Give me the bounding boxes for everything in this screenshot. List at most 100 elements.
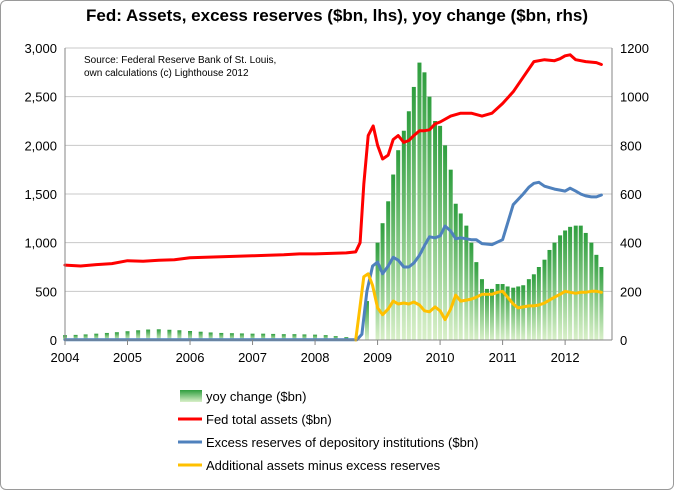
yoy-bar <box>433 121 438 340</box>
yoy-bar <box>302 334 307 340</box>
yoy-bar <box>406 111 411 341</box>
y-tick-left: 2,000 <box>24 138 57 153</box>
yoy-bar <box>281 334 286 340</box>
yoy-bar <box>375 242 380 340</box>
yoy-bar <box>547 249 552 340</box>
fed-total-assets-bn-line <box>63 53 603 268</box>
yoy-bar <box>594 254 599 340</box>
yoy-bar <box>474 262 479 340</box>
yoy-bar <box>104 332 109 340</box>
yoy-bar <box>146 329 151 340</box>
yoy-bar <box>261 333 266 340</box>
source-line-1: Source: Federal Reserve Bank of St. Loui… <box>84 55 277 66</box>
yoy-bar <box>458 213 463 340</box>
x-tick-label: 2012 <box>551 350 580 365</box>
y-tick-right: 600 <box>620 187 642 202</box>
yoy-bar <box>500 284 505 340</box>
legend-label: Fed total assets ($bn) <box>206 412 332 427</box>
x-tick-label: 2010 <box>426 350 455 365</box>
yoy-bar <box>599 267 604 340</box>
y-tick-left: 500 <box>35 284 57 299</box>
x-tick-label: 2004 <box>51 350 80 365</box>
y-tick-right: 1000 <box>620 90 649 105</box>
bar-series <box>63 62 604 341</box>
legend-label: Excess reserves of depository institutio… <box>206 435 478 450</box>
yoy-bar <box>83 334 88 340</box>
y-tick-right: 0 <box>620 333 627 348</box>
x-tick-label: 2009 <box>363 350 392 365</box>
yoy-bar <box>313 334 318 340</box>
yoy-bar <box>401 130 406 340</box>
yoy-bar <box>411 86 416 340</box>
y-tick-left: 1,500 <box>24 187 57 202</box>
additional-assets-minus-excess-reserves-line <box>354 272 603 342</box>
yoy-bar <box>125 331 130 340</box>
yoy-bar <box>364 301 369 340</box>
yoy-bar <box>188 330 193 340</box>
axes: 0 500 1,000 1,500 2,000 2,500 3,000 0 200 400 600 8… <box>24 41 648 365</box>
yoy-bar <box>443 145 448 340</box>
legend-label: Additional assets minus excess reserves <box>206 458 441 473</box>
yoy-bar <box>380 223 385 340</box>
y-tick-right: 1200 <box>620 41 649 56</box>
yoy-bar <box>422 72 427 340</box>
yoy-bar <box>177 330 182 340</box>
yoy-bar <box>386 201 391 340</box>
yoy-bar <box>156 329 161 340</box>
yoy-bar <box>511 287 516 340</box>
y-tick-right: 800 <box>620 138 642 153</box>
yoy-bar <box>516 286 521 340</box>
x-tick-label: 2007 <box>238 350 267 365</box>
yoy-bar <box>505 286 510 340</box>
yoy-bar <box>552 242 557 340</box>
yoy-bar <box>489 288 494 340</box>
yoy-bar <box>114 332 119 340</box>
yoy-bar <box>563 230 568 340</box>
yoy-bar <box>526 279 531 340</box>
yoy-bar <box>271 333 276 340</box>
yoy-bar <box>396 150 401 340</box>
yoy-bar <box>568 226 573 340</box>
yoy-bar <box>292 334 297 340</box>
source-note: Source: Federal Reserve Bank of St. Loui… <box>84 54 276 80</box>
yoy-bar <box>479 279 484 340</box>
yoy-bar <box>198 331 203 340</box>
source-line-2: own calculations (c) Lighthouse 2012 <box>84 68 249 79</box>
y-tick-left: 1,000 <box>24 236 57 251</box>
x-tick-label: 2008 <box>301 350 330 365</box>
y-tick-right: 200 <box>620 284 642 299</box>
yoy-bar <box>573 225 578 340</box>
legend-swatch-bar <box>180 390 202 402</box>
yoy-bar <box>219 332 224 340</box>
yoy-bar <box>558 235 563 340</box>
x-tick-label: 2005 <box>113 350 142 365</box>
yoy-bar <box>94 333 99 340</box>
yoy-bar <box>208 332 213 340</box>
yoy-bar <box>427 96 432 341</box>
chart-title: Fed: Assets, excess reserves ($bn, lhs),… <box>85 6 588 25</box>
yoy-bar <box>323 335 328 340</box>
y-tick-left: 3,000 <box>24 41 57 56</box>
legend-label: yoy change ($bn) <box>206 389 306 404</box>
yoy-bar <box>453 203 458 340</box>
yoy-bar <box>73 334 78 340</box>
legend: yoy change ($bn) Fed total assets ($bn) Ex… <box>178 389 478 473</box>
yoy-bar <box>333 336 338 340</box>
yoy-bar <box>417 62 422 340</box>
yoy-bar <box>229 333 234 340</box>
yoy-bar <box>495 284 500 340</box>
yoy-bar <box>167 329 172 340</box>
yoy-bar <box>521 285 526 340</box>
x-tick-label: 2006 <box>176 350 205 365</box>
yoy-bar <box>578 225 583 340</box>
yoy-bar <box>239 333 244 340</box>
yoy-bar <box>464 225 469 340</box>
y-tick-left: 2,500 <box>24 90 57 105</box>
y-tick-right: 400 <box>620 236 642 251</box>
yoy-bar <box>484 288 489 340</box>
line-series <box>63 53 603 342</box>
yoy-bar <box>469 242 474 340</box>
yoy-bar <box>250 333 255 340</box>
yoy-bar <box>583 232 588 340</box>
